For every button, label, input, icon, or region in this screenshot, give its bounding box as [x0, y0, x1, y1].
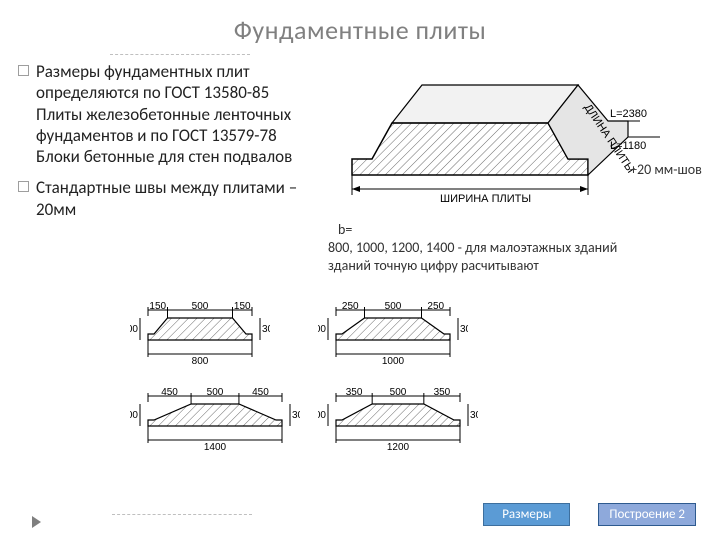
svg-text:800: 800	[192, 356, 209, 367]
svg-text:300: 300	[292, 410, 300, 421]
caption-b: b=	[338, 221, 352, 238]
right-column: ШИРИНА ПЛИТЫ L=2380 L=1180 ДЛИНА ПЛИТЫ b…	[318, 61, 708, 230]
svg-text:300: 300	[262, 324, 270, 335]
svg-text:300: 300	[130, 410, 138, 421]
svg-text:150: 150	[149, 301, 166, 312]
bullet-item: Размеры фундаментных плит определяются п…	[18, 61, 310, 167]
footer-rule	[112, 514, 252, 515]
content-row: Размеры фундаментных плит определяются п…	[0, 61, 720, 230]
svg-text:300: 300	[470, 410, 478, 421]
len-L1: L=2380	[610, 108, 647, 120]
svg-text:300: 300	[460, 324, 468, 335]
svg-text:300: 300	[130, 324, 138, 335]
width-label: ШИРИНА ПЛИТЫ	[440, 193, 531, 205]
xsec-1400: 450 500 450 1400 300 300	[130, 386, 300, 464]
xsec-800: 150 500 150 800 300 300	[130, 300, 270, 378]
svg-text:250: 250	[427, 301, 444, 312]
cross-sections: 150 500 150 800 300 300 450 500 450 1400 300 300 2…	[130, 300, 478, 464]
xsec-1200: 350 500 350 1200 300 300	[318, 386, 478, 464]
bullet-item: Стандартные швы между плитами – 20мм	[18, 177, 310, 220]
sizes-button[interactable]: Размеры	[483, 503, 570, 526]
bullet-list: Размеры фундаментных плит определяются п…	[18, 61, 310, 220]
svg-text:150: 150	[234, 301, 251, 312]
svg-text:350: 350	[434, 387, 451, 398]
svg-text:500: 500	[207, 387, 224, 398]
svg-text:1000: 1000	[382, 356, 405, 367]
svg-text:350: 350	[346, 387, 363, 398]
title-underline	[110, 54, 250, 55]
svg-text:500: 500	[385, 301, 402, 312]
svg-text:500: 500	[390, 387, 407, 398]
svg-text:1200: 1200	[387, 442, 410, 453]
left-column: Размеры фундаментных плит определяются п…	[18, 61, 318, 230]
svg-text:250: 250	[342, 301, 359, 312]
xsec-1000: 250 500 250 1000 300 300	[318, 300, 468, 378]
svg-text:450: 450	[161, 387, 178, 398]
svg-text:500: 500	[192, 301, 209, 312]
seam-label: +20 мм-шов	[630, 161, 702, 178]
svg-text:450: 450	[252, 387, 269, 398]
slab-3d-diagram: ШИРИНА ПЛИТЫ L=2380 L=1180 ДЛИНА ПЛИТЫ	[340, 67, 680, 237]
svg-text:300: 300	[318, 410, 326, 421]
build2-button[interactable]: Построение 2	[598, 503, 696, 526]
caption-line2: зданий точную цифру расчитывают	[328, 257, 539, 274]
svg-text:300: 300	[318, 324, 326, 335]
svg-text:1400: 1400	[204, 442, 227, 453]
footer: Размеры Построение 2	[24, 503, 696, 526]
page-title: Фундаментные плиты	[0, 0, 720, 50]
caption-line1: 800, 1000, 1200, 1400 - для малоэтажных …	[328, 239, 617, 256]
